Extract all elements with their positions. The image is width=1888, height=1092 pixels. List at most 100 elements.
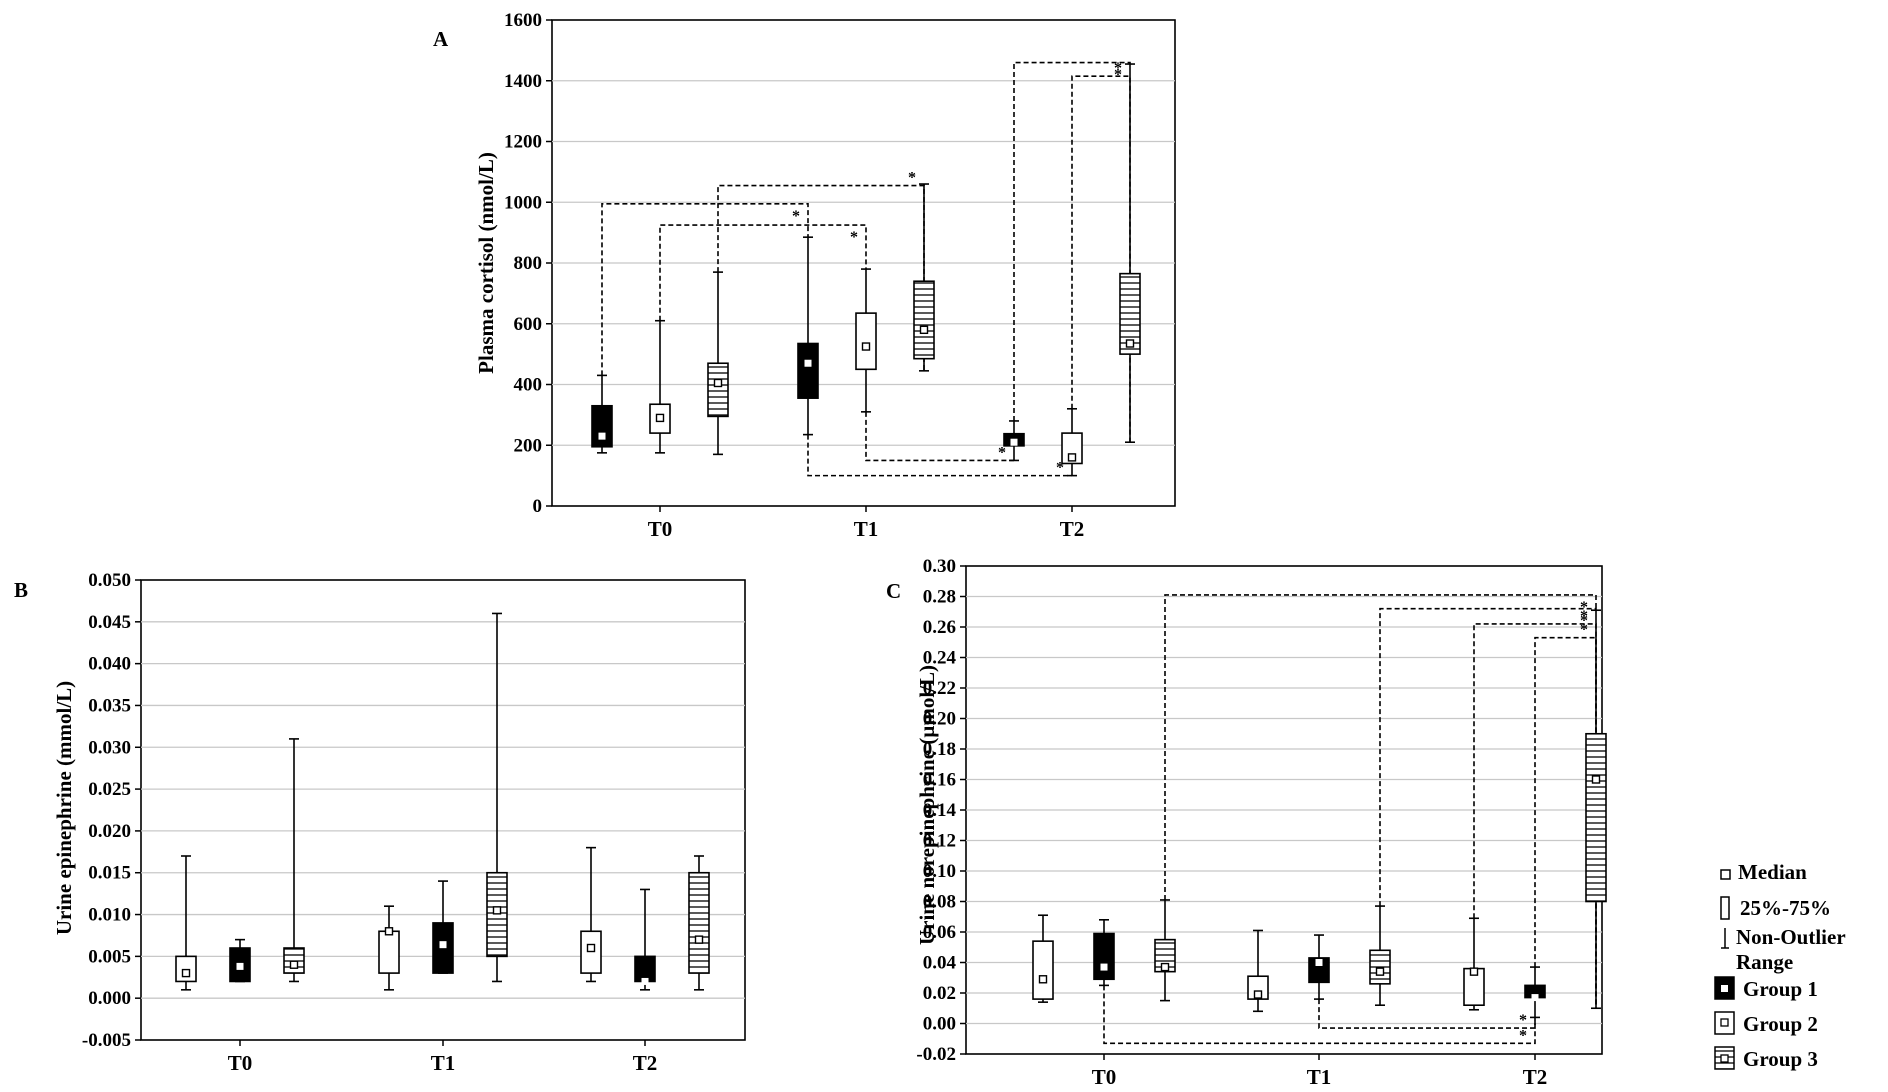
panel-c-y-ticks: -0.02 0.00 0.02 0.04 0.06 0.08 0.10 0.12 0.14 0.1… bbox=[916, 556, 966, 1065]
panel-c-y-tick-label: 0.12 bbox=[923, 831, 956, 852]
panel-a-significance-star: * bbox=[1114, 67, 1122, 84]
panel-a-y-tick-label: 0 bbox=[533, 496, 543, 517]
panel-a-box-group-3-t2 bbox=[1119, 63, 1141, 444]
median-marker bbox=[1375, 967, 1385, 976]
legend-range-label: Non-Outlier Range bbox=[1736, 925, 1846, 974]
panel-c-box-group-3-t1 bbox=[1369, 905, 1391, 1007]
panel-a-x-tick-label: T1 bbox=[854, 517, 879, 541]
panel-b-y-tick-label: 0.010 bbox=[88, 905, 131, 926]
iqr-box bbox=[688, 871, 710, 974]
median-marker bbox=[1531, 994, 1539, 1002]
panel-c-box-group-1-t1 bbox=[1308, 934, 1330, 1000]
median-marker bbox=[492, 906, 502, 915]
median-marker bbox=[1160, 962, 1170, 972]
panel-c-significance-star: * bbox=[1580, 622, 1588, 639]
panel-a-significance-star: * bbox=[1114, 60, 1122, 77]
panel-a-significance-star: * bbox=[998, 444, 1006, 461]
legend-median-label: Median bbox=[1738, 860, 1807, 884]
panel-c-y-axis-title: Urine norepinephrine (µmol/L) bbox=[915, 665, 939, 945]
panel-c-y-tick-label: 0.26 bbox=[923, 617, 956, 638]
iqr-box bbox=[1032, 940, 1054, 1000]
panel-c-box-group-1-t0 bbox=[1093, 918, 1115, 987]
panel-c-y-tick-label: 0.18 bbox=[923, 739, 956, 760]
iqr-box bbox=[1093, 932, 1115, 981]
panel-b-y-tick-label: 0.035 bbox=[88, 695, 131, 716]
panel-b-y-ticks: -0.005 0.000 0.005 0.010 0.015 0.020 0.025 0.03… bbox=[82, 570, 141, 1051]
panel-c-significance-star: * bbox=[1519, 1027, 1527, 1044]
panel-a-significance-star: * bbox=[908, 170, 916, 187]
panel-b-x-tick-label: T0 bbox=[228, 1051, 253, 1075]
panel-c-y-tick-label: 0.10 bbox=[923, 861, 956, 882]
panel-a-y-tick-label: 400 bbox=[514, 375, 543, 396]
panel-c-box-group-2-t2 bbox=[1463, 917, 1485, 1011]
panel-c-box-group-3-t0 bbox=[1154, 899, 1176, 1002]
panel-a-y-tick-label: 600 bbox=[514, 314, 543, 335]
panel-c-significance-star: * bbox=[1580, 608, 1588, 625]
panel-a-x-tick-label: T0 bbox=[648, 517, 673, 541]
panel-b-y-tick-label: 0.050 bbox=[88, 570, 131, 591]
legend-group-1-median bbox=[1721, 985, 1728, 992]
panel-b-y-tick-label: 0.025 bbox=[88, 779, 131, 800]
panel-c-box-group-2-t1 bbox=[1247, 929, 1269, 1013]
panel-a-significance-brackets: ******* bbox=[601, 60, 1131, 477]
iqr-box bbox=[1061, 432, 1083, 465]
panel-a-box-group-1-t2 bbox=[1003, 420, 1025, 462]
panel-a-label: A bbox=[433, 27, 449, 51]
panel-c-y-tick-label: 0.16 bbox=[923, 770, 956, 791]
panel-c-y-tick-label: 0.04 bbox=[923, 953, 957, 974]
panel-c-x-tick-label: T0 bbox=[1092, 1065, 1117, 1089]
iqr-box bbox=[1308, 957, 1330, 984]
legend-group-2: Group 2 bbox=[1714, 1011, 1818, 1036]
iqr-box bbox=[1585, 732, 1607, 903]
panel-b-x-ticks: T0 T1 T2 bbox=[228, 1040, 658, 1075]
panel-c-significance-star: * bbox=[1580, 613, 1588, 630]
iqr-box bbox=[378, 930, 400, 974]
panel-c-gridlines bbox=[966, 595, 1602, 1025]
panel-c-y-tick-label: 0.20 bbox=[923, 709, 956, 730]
panel-a-boxes bbox=[591, 63, 1141, 477]
panel-c-y-tick-label: 0.00 bbox=[923, 1014, 956, 1035]
median-marker bbox=[713, 378, 723, 388]
panel-c-y-tick-label: -0.02 bbox=[916, 1044, 956, 1065]
median-marker bbox=[236, 962, 244, 970]
panel-a-y-tick-label: 1200 bbox=[504, 132, 542, 153]
legend-group-2-label: Group 2 bbox=[1743, 1012, 1818, 1036]
median-marker bbox=[1010, 438, 1018, 446]
legend-median: Median bbox=[1720, 860, 1807, 884]
median-marker bbox=[1591, 775, 1601, 784]
panel-a-significance-bracket bbox=[865, 411, 1014, 462]
panel-c-y-tick-label: 0.08 bbox=[923, 892, 956, 913]
legend-group-3-label: Group 3 bbox=[1743, 1047, 1818, 1071]
iqr-box bbox=[1119, 272, 1141, 355]
panel-c-box-group-1-t2 bbox=[1524, 966, 1546, 1019]
panel-c-y-tick-label: 0.28 bbox=[923, 587, 956, 608]
legend-iqr-label: 25%-75% bbox=[1740, 896, 1831, 920]
panel-b-y-tick-label: 0.045 bbox=[88, 612, 131, 633]
iqr-box bbox=[634, 955, 656, 983]
panel-a-significance-star: * bbox=[792, 208, 800, 225]
panel-c-box-group-3-t2 bbox=[1585, 609, 1607, 1010]
panel-a-y-axis-title: Plasma cortisol (nmol/L) bbox=[474, 152, 498, 374]
panel-b-boxes bbox=[175, 612, 710, 991]
median-marker bbox=[1067, 453, 1077, 462]
panel-b-y-tick-label: 0.040 bbox=[88, 654, 131, 675]
median-marker bbox=[439, 941, 447, 949]
median-marker bbox=[1253, 990, 1263, 999]
legend-group-3: Group 3 bbox=[1714, 1046, 1818, 1071]
median-marker bbox=[1315, 959, 1323, 966]
iqr-box bbox=[1247, 975, 1269, 1000]
median-marker bbox=[861, 342, 871, 351]
median-marker bbox=[1469, 967, 1479, 976]
legend-group-1-label: Group 1 bbox=[1743, 977, 1818, 1001]
panel-c-box-group-2-t0 bbox=[1032, 914, 1054, 1003]
iqr-box bbox=[913, 280, 935, 360]
panel-c-significance-bracket bbox=[1534, 636, 1597, 1009]
panel-a-significance-star: * bbox=[850, 229, 858, 246]
panel-b: B -0.005 0.000 0.005 0.010 0.015 0.020 0.025 0.… bbox=[14, 570, 746, 1075]
legend: Median 25%-75% Non-Outlier Range Group 1… bbox=[1714, 860, 1846, 1071]
panel-b-x-tick-label: T2 bbox=[633, 1051, 658, 1075]
panel-c-y-tick-label: 0.30 bbox=[923, 556, 956, 577]
legend-median-icon bbox=[1720, 869, 1731, 880]
panel-c-x-tick-label: T1 bbox=[1307, 1065, 1332, 1089]
